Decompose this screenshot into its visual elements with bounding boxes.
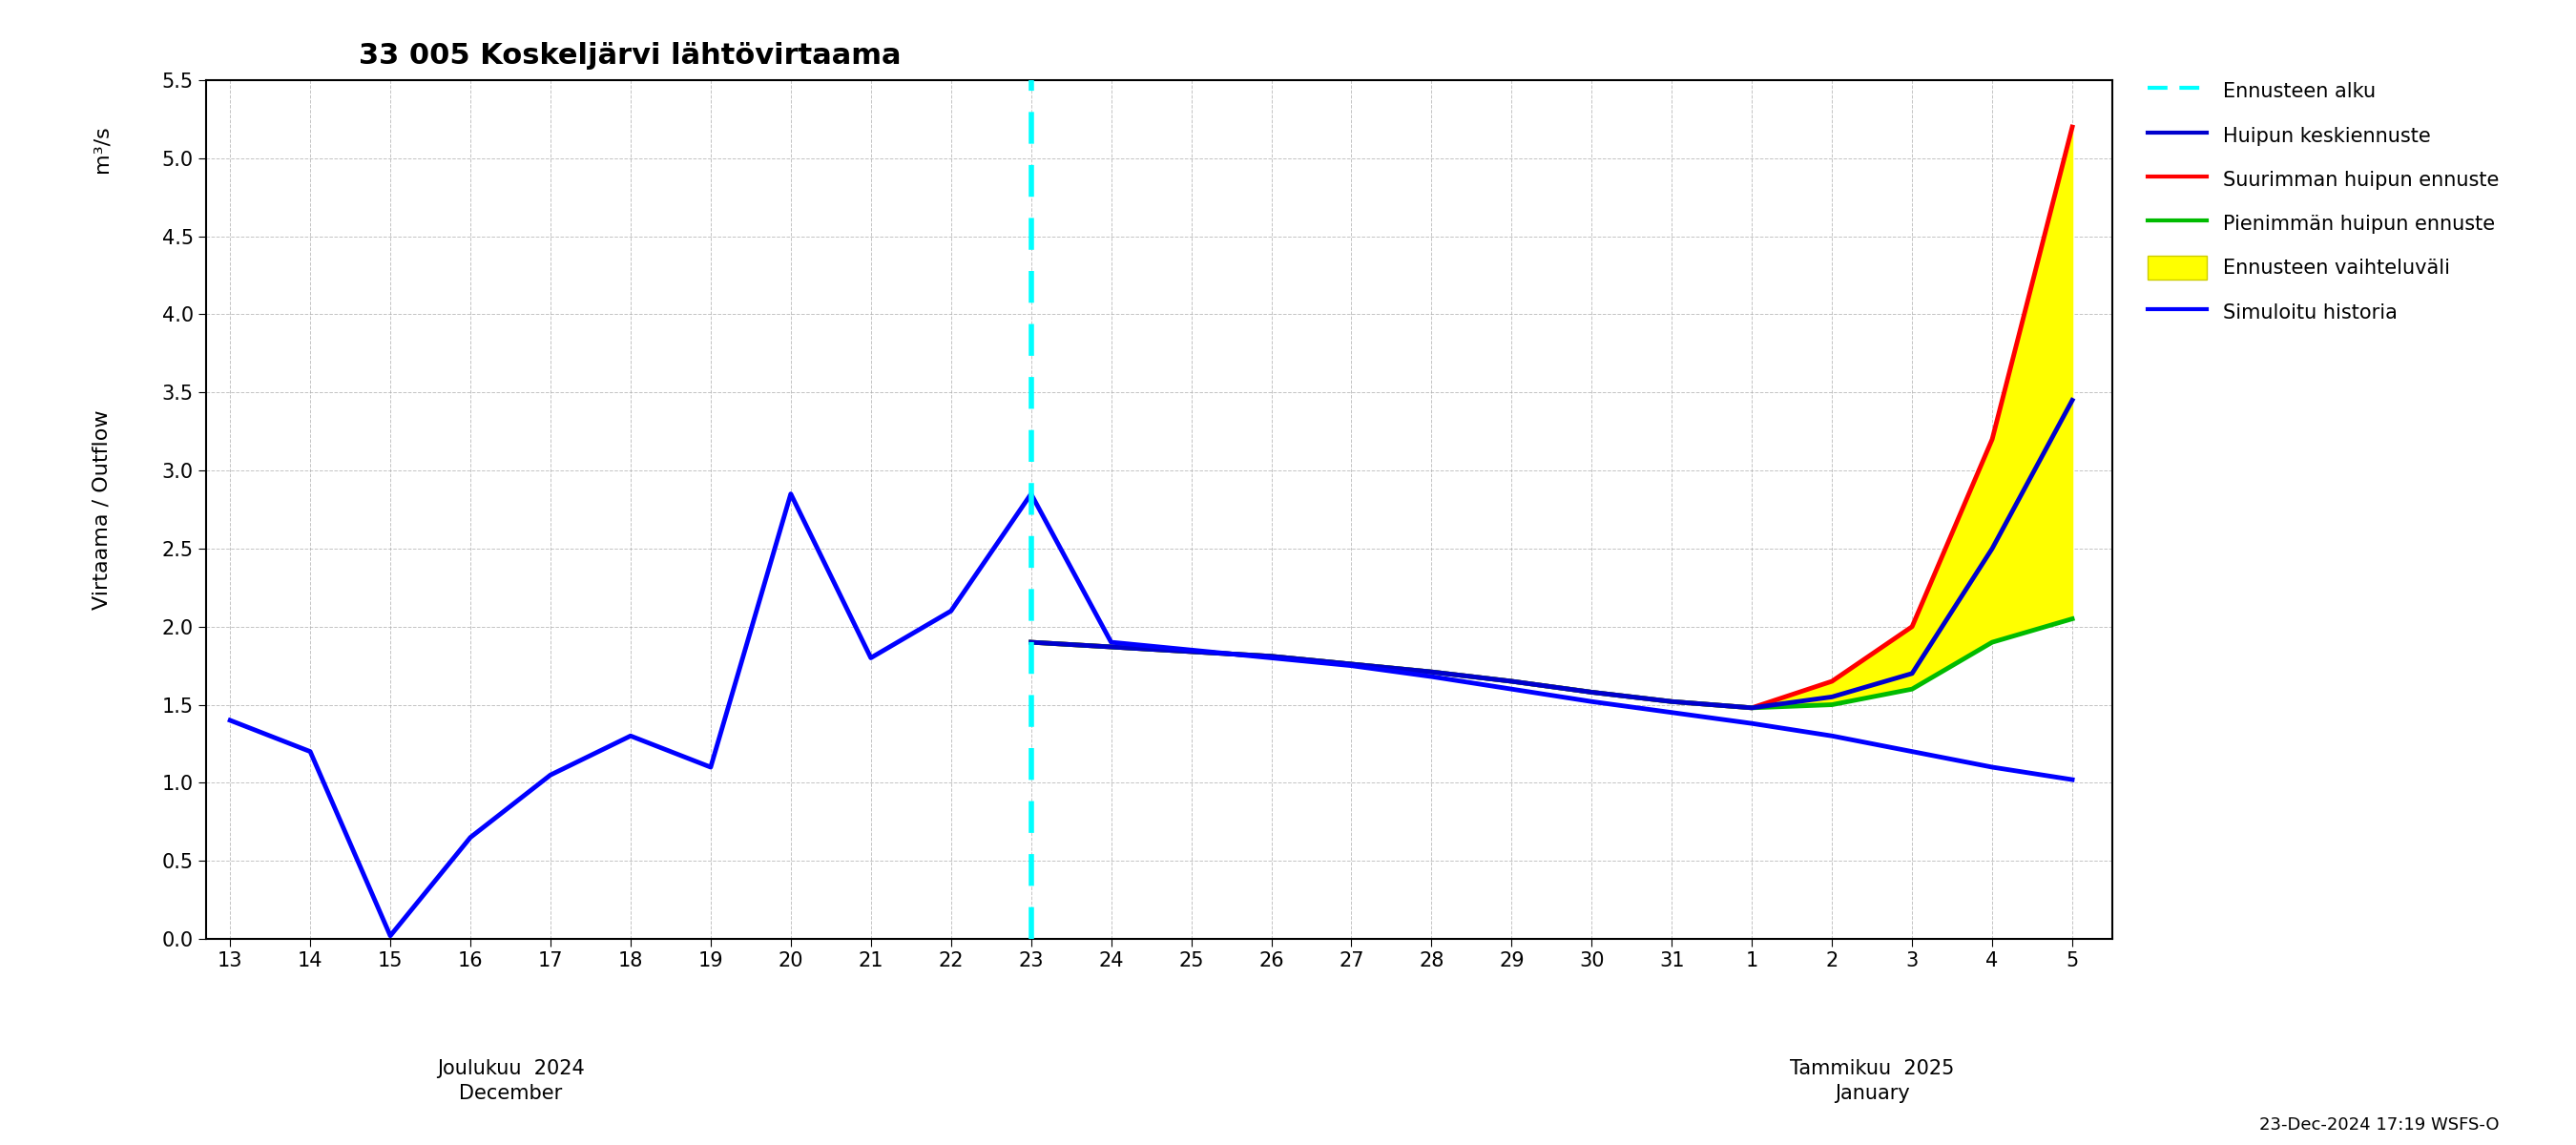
Text: Tammikuu  2025
January: Tammikuu 2025 January [1790, 1059, 1955, 1104]
Text: 23-Dec-2024 17:19 WSFS-O: 23-Dec-2024 17:19 WSFS-O [2259, 1116, 2499, 1134]
Text: m³/s: m³/s [93, 125, 111, 173]
Text: Virtaama / Outflow: Virtaama / Outflow [93, 410, 111, 609]
Text: 33 005 Koskeljärvi lähtövirtaama: 33 005 Koskeljärvi lähtövirtaama [358, 42, 902, 70]
Legend: Ennusteen alku, Huipun keskiennuste, Suurimman huipun ennuste, Pienimmän huipun : Ennusteen alku, Huipun keskiennuste, Suu… [2141, 73, 2504, 330]
Text: Joulukuu  2024
December: Joulukuu 2024 December [435, 1059, 585, 1104]
